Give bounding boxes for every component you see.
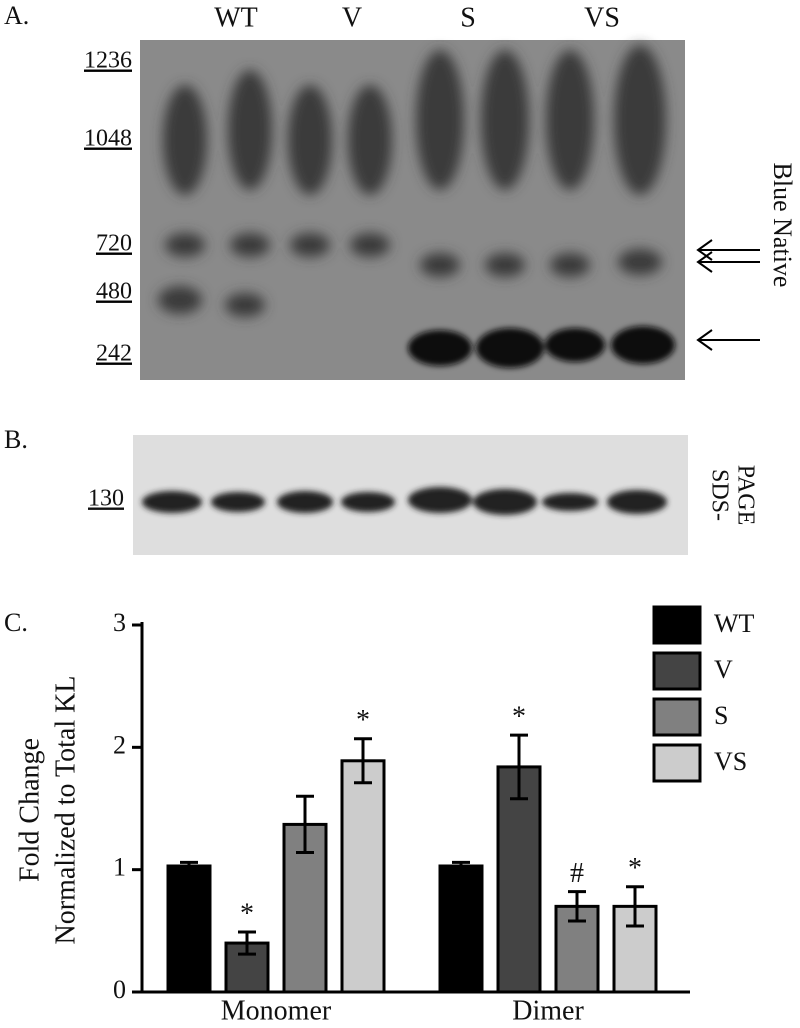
y-tick-label: 0	[113, 975, 126, 1004]
marker-label: 130	[88, 486, 124, 512]
marker-label: 1048	[84, 126, 132, 152]
marker-label: 242	[96, 341, 132, 367]
lane-label: S	[460, 2, 476, 33]
error-bar	[510, 733, 528, 801]
legend-label: V	[714, 655, 733, 684]
side-label: Blue Native	[768, 163, 797, 288]
y-axis-title: Fold Change	[14, 738, 45, 882]
lane-label: WT	[214, 2, 258, 33]
sds-page-blot	[133, 435, 688, 555]
marker-label: 480	[96, 279, 132, 305]
marker-label: 720	[96, 231, 132, 257]
bar	[166, 864, 212, 994]
lane-label: VS	[584, 2, 620, 33]
legend-label: VS	[714, 747, 747, 776]
bar	[496, 765, 542, 994]
legend-swatch	[652, 697, 702, 737]
error-bar	[626, 885, 644, 928]
x-tick-label: Monomer	[221, 995, 332, 1026]
error-bar	[452, 860, 470, 872]
legend-swatch	[652, 743, 702, 783]
error-bar	[296, 794, 314, 855]
significance-mark: *	[240, 898, 254, 929]
significance-mark: #	[570, 858, 584, 889]
error-bar	[180, 860, 198, 872]
legend-swatch	[652, 605, 702, 645]
side-label: SDS-	[706, 469, 732, 521]
y-axis-title: Normalized to Total KL	[50, 676, 81, 945]
legend-label: S	[714, 701, 728, 730]
arrows	[696, 239, 760, 351]
error-bar	[354, 737, 372, 785]
marker-label: 1236	[84, 48, 132, 74]
bar	[438, 864, 484, 994]
y-tick-label: 2	[113, 730, 126, 759]
significance-mark: *	[512, 702, 526, 733]
panel-label: B.	[4, 425, 28, 454]
x-tick-label: Dimer	[512, 995, 584, 1026]
significance-mark: *	[628, 853, 642, 884]
error-bar	[568, 890, 586, 923]
panel-label: A.	[4, 1, 29, 30]
side-label: PAGE	[732, 465, 758, 525]
blue-native-blot	[140, 40, 685, 380]
legend-swatch	[652, 651, 702, 691]
significance-mark: *	[356, 705, 370, 736]
y-tick-label: 1	[113, 853, 126, 882]
legend-label: WT	[714, 609, 755, 638]
y-tick-label: 3	[113, 608, 126, 637]
error-bar	[238, 930, 256, 956]
panel-label: C.	[4, 608, 28, 637]
lane-label: V	[342, 2, 362, 33]
bar	[340, 759, 386, 994]
